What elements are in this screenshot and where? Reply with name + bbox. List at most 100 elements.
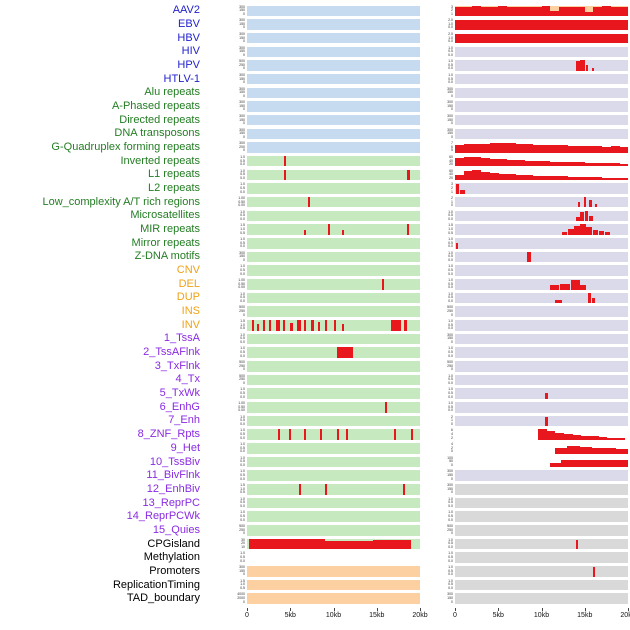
y-tick-label: 1.0 bbox=[240, 582, 245, 587]
y-tick-label: 1.0 bbox=[240, 428, 245, 433]
signal-bar bbox=[248, 538, 325, 550]
signal-bar bbox=[550, 10, 560, 17]
y-tick-label: 250 bbox=[239, 62, 245, 67]
x-tick-mark bbox=[584, 608, 586, 611]
signal-bar bbox=[558, 145, 568, 153]
track-row: EBV 300 150 0 2.0 1.0 0.0 bbox=[0, 18, 630, 32]
y-tick-label: 0.0 bbox=[240, 421, 245, 426]
left-track-panel bbox=[247, 210, 420, 222]
track-label: Low_complexity A/T rich regions bbox=[42, 195, 200, 208]
left-track-panel bbox=[247, 566, 420, 577]
y-tick-label: 500 bbox=[447, 360, 453, 365]
y-tick-label: 1.0 bbox=[448, 319, 453, 324]
left-track-panel bbox=[247, 470, 420, 481]
left-y-axis-ticks: 500 250 0 bbox=[205, 524, 247, 536]
left-track-panel bbox=[247, 374, 420, 386]
signal-bar bbox=[615, 448, 628, 454]
y-tick-label: 200 bbox=[239, 144, 245, 149]
y-tick-label: 0 bbox=[451, 476, 453, 481]
y-tick-label: 0.5 bbox=[240, 459, 245, 464]
y-tick-label: 150 bbox=[447, 596, 453, 601]
y-tick-label: 0.0 bbox=[240, 503, 245, 508]
y-tick-label: 500 bbox=[239, 373, 245, 378]
track-label: G-Quadruplex forming repeats bbox=[51, 141, 200, 154]
track-label: Mirror repeats bbox=[131, 236, 200, 249]
track-row: Alu repeats 300 150 0 300 150 0 bbox=[0, 86, 630, 100]
signal-bar bbox=[284, 169, 287, 181]
right-y-axis-ticks: 2.0 1.0 0.0 bbox=[420, 32, 455, 44]
right-track-panel bbox=[455, 374, 628, 386]
left-track-panel bbox=[247, 292, 420, 304]
right-track-panel bbox=[455, 19, 628, 30]
signal-bar bbox=[589, 215, 593, 222]
signal-bar bbox=[541, 6, 551, 17]
y-tick-label: 150 bbox=[447, 473, 453, 478]
signal-bar bbox=[480, 144, 490, 153]
right-y-axis-ticks: 1.0 0.5 0.0 bbox=[420, 251, 455, 263]
right-track-panel bbox=[455, 128, 628, 140]
track-label: 9_Het bbox=[170, 441, 200, 454]
y-tick-label: 0.0 bbox=[448, 394, 453, 399]
signal-bar bbox=[472, 143, 482, 153]
y-tick-label: 0.5 bbox=[448, 541, 453, 546]
right-track-panel bbox=[455, 238, 628, 249]
y-tick-label: 0.0 bbox=[448, 408, 453, 413]
y-tick-label: 0.5 bbox=[240, 490, 245, 495]
signal-bar bbox=[333, 320, 336, 331]
signal-bar bbox=[584, 177, 594, 181]
y-tick-label: 1.5 bbox=[240, 578, 245, 583]
y-tick-label: 2 bbox=[451, 445, 453, 450]
track-label: 6_EnhG bbox=[159, 400, 200, 413]
track-label: EBV bbox=[177, 18, 200, 30]
track-label: 1_TssA bbox=[163, 332, 200, 345]
track-row: HBV 300 150 0 2.0 1.0 0.0 bbox=[0, 31, 630, 45]
left-y-axis-ticks: 1.0 0.5 0.0 bbox=[205, 347, 247, 358]
track-label: 12_EnhBiv bbox=[146, 482, 200, 495]
y-tick-label: 150 bbox=[239, 254, 245, 259]
y-tick-label: 1.00 bbox=[238, 401, 245, 406]
left-y-axis-ticks: 300 150 0 bbox=[205, 73, 247, 85]
signal-bar bbox=[472, 6, 482, 17]
y-tick-label: 0.0 bbox=[448, 544, 453, 549]
right-y-axis-ticks: 1.0 0.5 0.0 bbox=[420, 347, 455, 358]
right-track-panel bbox=[455, 87, 628, 99]
y-tick-label: 0.0 bbox=[448, 285, 453, 290]
track-label: Microsatellites bbox=[130, 209, 200, 222]
y-tick-label: 0.0 bbox=[448, 517, 453, 522]
left-y-axis-ticks: 1.0 0.5 0.0 bbox=[205, 169, 247, 181]
signal-bar bbox=[288, 429, 291, 440]
y-tick-label: 0.0 bbox=[448, 326, 453, 331]
left-y-axis-ticks: 500 250 0 bbox=[205, 373, 247, 386]
y-tick-label: 250 bbox=[239, 363, 245, 368]
y-tick-label: 0.5 bbox=[448, 390, 453, 395]
y-tick-label: 0.5 bbox=[448, 281, 453, 286]
track-row: INS 500 250 0 500 250 0 bbox=[0, 305, 630, 319]
right-y-axis-ticks: 1.0 0.5 0.0 bbox=[420, 401, 455, 413]
track-row: Mirror repeats 1.0 0.5 0.0 1.0 0.5 0.0 bbox=[0, 236, 630, 250]
signal-bar bbox=[555, 448, 568, 454]
signal-bar bbox=[269, 320, 272, 331]
y-tick-label: 0 bbox=[451, 421, 453, 426]
signal-bar bbox=[304, 429, 307, 440]
signal-bar bbox=[580, 285, 586, 290]
y-tick-label: 150 bbox=[447, 131, 453, 136]
y-tick-label: 1.0 bbox=[448, 401, 453, 406]
y-tick-label: 300 bbox=[239, 113, 245, 118]
signal-bar bbox=[610, 163, 620, 167]
signal-bar bbox=[472, 170, 482, 181]
signal-bar bbox=[455, 144, 464, 153]
right-y-axis-ticks: 1.0 0.5 0.0 bbox=[420, 278, 455, 290]
y-tick-label: 250 bbox=[447, 363, 453, 368]
y-tick-label: 150 bbox=[239, 21, 245, 26]
right-y-axis-ticks: 1.0 0.5 0.0 bbox=[420, 292, 455, 304]
left-track-panel bbox=[247, 224, 420, 235]
y-tick-label: 0.5 bbox=[240, 240, 245, 245]
y-tick-label: 1.0 bbox=[448, 510, 453, 515]
y-tick-label: 300 bbox=[239, 18, 245, 23]
x-tick-label: 15kb bbox=[577, 612, 593, 619]
signal-bar bbox=[567, 145, 577, 153]
right-track-panel bbox=[455, 497, 628, 509]
signal-bar bbox=[411, 429, 414, 440]
track-row: Z-DNA motifs 300 150 0 1.0 0.5 0.0 bbox=[0, 250, 630, 264]
